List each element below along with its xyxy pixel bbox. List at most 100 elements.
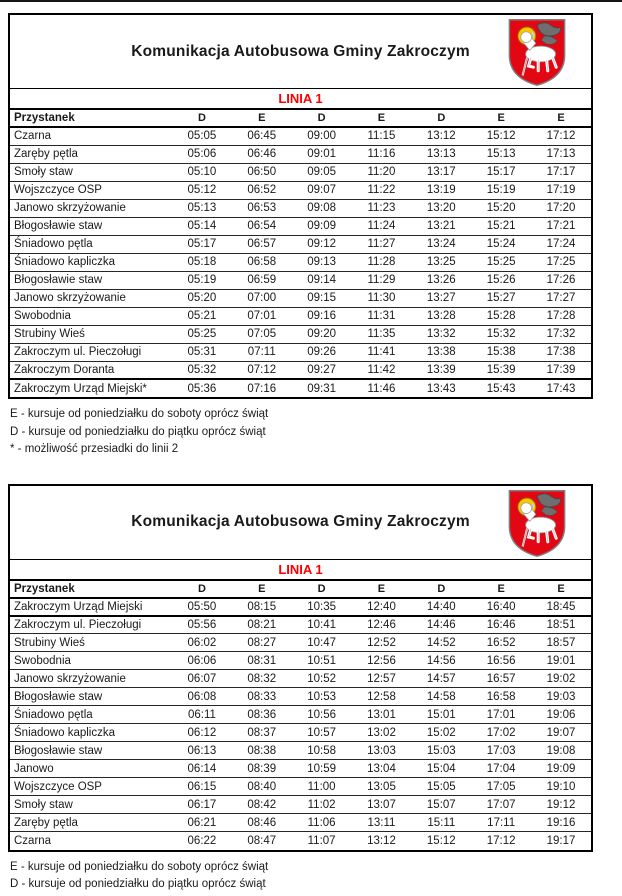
day-code-header: D bbox=[411, 580, 472, 599]
departure-time: 15:03 bbox=[411, 741, 472, 760]
departure-time: 14:57 bbox=[411, 669, 472, 688]
departure-time: 05:25 bbox=[172, 324, 232, 343]
timetable-row: Śniadowo kapliczka 06:12 08:37 10:57 13:02 15… bbox=[10, 723, 591, 742]
timetable-row: Janowo skrzyżowanie 05:20 07:00 09:15 11:30 1… bbox=[10, 288, 591, 307]
departure-time: 09:00 bbox=[307, 130, 336, 143]
departure-time: 15:32 bbox=[471, 324, 532, 343]
departure-time: 12:40 bbox=[351, 597, 412, 617]
departure-time: 11:02 bbox=[291, 795, 352, 814]
departure-time: 15:05 bbox=[411, 777, 472, 796]
stop-name: Zakroczym Doranta bbox=[10, 360, 172, 379]
departure-time: 10:56 bbox=[291, 705, 352, 724]
departure-time: 08:32 bbox=[231, 669, 292, 688]
departure-time: 13:38 bbox=[411, 342, 472, 361]
departure-time: 13:39 bbox=[411, 360, 472, 379]
day-code-header: E bbox=[531, 580, 591, 599]
departure-time: 14:52 bbox=[411, 633, 472, 652]
departure-time: 19:03 bbox=[531, 687, 591, 706]
stop-name: Strubiny Wieś bbox=[10, 633, 172, 652]
departure-time: 15:25 bbox=[471, 252, 532, 271]
departure-time: 17:20 bbox=[531, 198, 591, 217]
page-top-rule bbox=[0, 0, 622, 2]
timetable-row: Strubiny Wieś 06:02 08:27 10:47 12:52 14:52 16… bbox=[10, 633, 591, 652]
departure-time: 15:19 bbox=[471, 180, 532, 199]
timetable-row: Smoły staw 06:17 08:42 11:02 13:07 15:07 17:07… bbox=[10, 795, 591, 814]
departure-time: 06:17 bbox=[172, 795, 232, 814]
departure-time: 09:15 bbox=[291, 288, 352, 307]
stop-column-header: Przystanek bbox=[10, 110, 172, 128]
departure-time: 06:11 bbox=[172, 705, 232, 724]
departure-time: 05:20 bbox=[172, 288, 232, 307]
departure-time: 17:17 bbox=[531, 162, 591, 181]
departure-time: 12:57 bbox=[351, 669, 412, 688]
timetable-row: Smoły staw 05:10 06:50 09:05 11:20 13:17 15:17… bbox=[10, 162, 591, 181]
departure-time: 18:51 bbox=[531, 615, 591, 634]
line-label: LINIA 1 bbox=[10, 560, 591, 581]
departure-time: 08:33 bbox=[231, 687, 292, 706]
departure-time: 11:28 bbox=[351, 252, 412, 271]
stop-name: Czarna bbox=[14, 130, 52, 143]
day-code-header: E bbox=[231, 110, 292, 128]
departure-time: 13:12 bbox=[426, 130, 456, 143]
stop-name: Swobodnia bbox=[10, 306, 172, 325]
departure-time: 16:57 bbox=[471, 669, 532, 688]
departure-time: 17:43 bbox=[531, 378, 591, 397]
departure-time: 09:07 bbox=[291, 180, 352, 199]
departure-time: 12:58 bbox=[351, 687, 412, 706]
stop-name: Smoły staw bbox=[10, 162, 172, 181]
departure-time: 15:01 bbox=[411, 705, 472, 724]
departure-time: 17:03 bbox=[471, 741, 532, 760]
departure-time: 19:10 bbox=[531, 777, 591, 796]
departure-time: 09:31 bbox=[291, 378, 352, 397]
departure-time: 10:58 bbox=[291, 741, 352, 760]
departure-time: 15:43 bbox=[471, 378, 532, 397]
departure-time: 17:11 bbox=[471, 813, 532, 832]
stop-name: Zaręby pętla bbox=[10, 813, 172, 832]
departure-time: 13:02 bbox=[351, 723, 412, 742]
day-code-header: E bbox=[531, 110, 591, 128]
departure-time: 17:19 bbox=[531, 180, 591, 199]
stop-name: Smoły staw bbox=[10, 795, 172, 814]
departure-time: 06:12 bbox=[172, 723, 232, 742]
departure-time: 05:06 bbox=[172, 144, 232, 163]
timetable-row: Zakroczym Urząd Miejski 05:50 08:15 10:35 12… bbox=[10, 597, 591, 617]
departure-time: 11:20 bbox=[351, 162, 412, 181]
departure-time: 17:04 bbox=[471, 759, 532, 778]
timetable-row: Błogosławie staw 05:14 06:54 09:09 11:24 13:2… bbox=[10, 216, 591, 235]
footnote-line: * - możliwość przesiadki do linii 2 bbox=[10, 443, 179, 455]
departure-time: 13:13 bbox=[411, 144, 472, 163]
departure-time: 15:17 bbox=[471, 162, 532, 181]
departure-time: 06:13 bbox=[172, 741, 232, 760]
timetable-row: Janowo skrzyżowanie 06:07 08:32 10:52 12:57 1… bbox=[10, 669, 591, 688]
departure-time: 19:12 bbox=[531, 795, 591, 814]
timetable-row: Wojszczyce OSP 05:12 06:52 09:07 11:22 13:19 1… bbox=[10, 180, 591, 199]
departure-time: 05:10 bbox=[172, 162, 232, 181]
departure-time: 05:14 bbox=[172, 216, 232, 235]
stop-name: Błogosławie staw bbox=[10, 687, 172, 706]
departure-time: 15:12 bbox=[486, 130, 516, 143]
departure-time: 17:01 bbox=[471, 705, 532, 724]
departure-time: 09:20 bbox=[291, 324, 352, 343]
stop-column-header: Przystanek bbox=[10, 580, 172, 599]
departure-time: 13:17 bbox=[411, 162, 472, 181]
departure-time: 06:52 bbox=[231, 180, 292, 199]
departure-time: 09:27 bbox=[291, 360, 352, 379]
timetable-row: Błogosławie staw 05:19 06:59 09:14 11:29 13:2… bbox=[10, 270, 591, 289]
departure-time: 19:06 bbox=[531, 705, 591, 724]
departure-time: 17:28 bbox=[531, 306, 591, 325]
departure-time: 09:05 bbox=[291, 162, 352, 181]
departure-time: 15:13 bbox=[471, 144, 532, 163]
timetable-header: Komunikacja Autobusowa Gminy Zakroczym bbox=[10, 15, 591, 89]
footnote-line: D - kursuje od poniedziałku do piątku op… bbox=[10, 878, 266, 890]
timetable-row: Zakroczym ul. Pieczoługi 05:56 08:21 10:41 1… bbox=[10, 615, 591, 634]
departure-time: 13:07 bbox=[351, 795, 412, 814]
departure-time: 11:15 bbox=[367, 130, 396, 143]
departure-time: 10:35 bbox=[291, 597, 352, 617]
departure-time: 13:05 bbox=[351, 777, 412, 796]
stop-name: Janowo bbox=[10, 759, 172, 778]
departure-time: 16:56 bbox=[471, 651, 532, 670]
departure-time: 17:26 bbox=[531, 270, 591, 289]
stop-name: Zakroczym Urząd Miejski* bbox=[10, 378, 172, 397]
timetable-row: Wojszczyce OSP 06:15 08:40 11:00 13:05 15:05 1… bbox=[10, 777, 591, 796]
departure-time: 12:56 bbox=[351, 651, 412, 670]
